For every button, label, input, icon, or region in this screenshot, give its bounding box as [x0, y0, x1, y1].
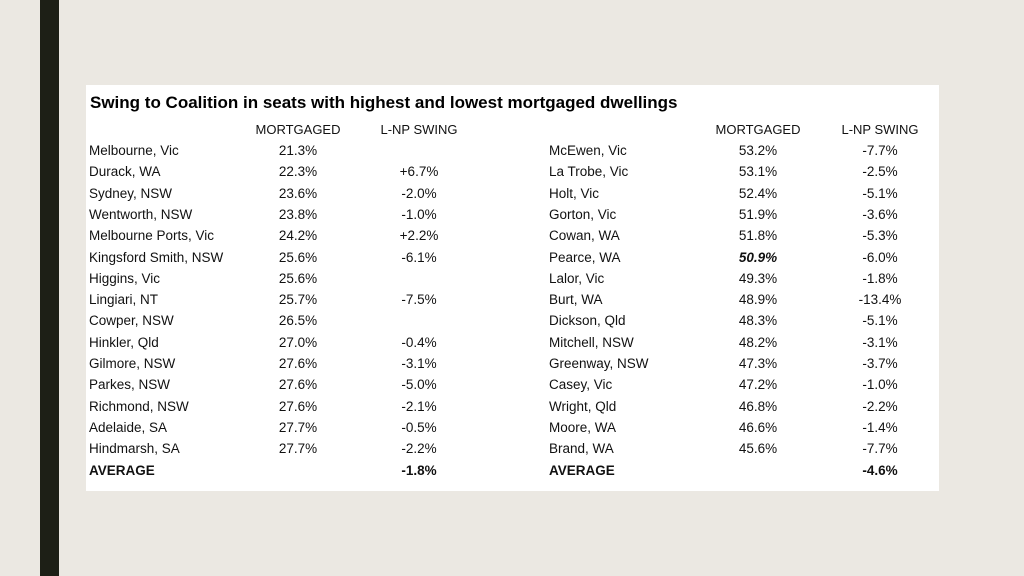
right-mortgaged-value: 52.4% — [738, 185, 778, 201]
right-swing-value: -3.7% — [862, 356, 898, 371]
left-mortgaged-value: 25.6% — [278, 249, 318, 265]
left-mortgaged-value: 21.3% — [278, 143, 318, 158]
right-mortgaged-value: 51.8% — [738, 228, 778, 244]
right-seat-name: Holt, Vic — [549, 185, 600, 201]
right-seat-name: Greenway, NSW — [549, 356, 649, 371]
right-seat-name: McEwen, Vic — [549, 143, 627, 158]
left-seat-name: Gilmore, NSW — [89, 356, 176, 371]
left-mortgaged-value: 22.3% — [278, 164, 318, 180]
right-mortgaged-value: 48.2% — [738, 334, 778, 350]
right-swing-value: -1.4% — [862, 419, 898, 435]
right-mortgaged-value: 47.3% — [738, 356, 778, 371]
right-seat-name: Gorton, Vic — [549, 206, 617, 222]
left-swing-value: -6.1% — [401, 249, 437, 265]
left-mortgaged-value: 27.7% — [278, 419, 318, 435]
right-seat-name: Brand, WA — [549, 441, 614, 457]
right-seat-name: Wright, Qld — [549, 398, 617, 414]
right-mortgaged-value: 47.2% — [738, 377, 778, 393]
right-mortgaged-value: 53.1% — [738, 164, 778, 180]
right-seat-name: Burt, WA — [549, 292, 603, 308]
left-seat-name: Melbourne Ports, Vic — [89, 228, 215, 244]
right-mortgaged-value: 51.9% — [738, 206, 778, 222]
left-seat-name: Durack, WA — [89, 164, 161, 180]
right-seat-name: Cowan, WA — [549, 228, 620, 244]
left-swing-value: -0.4% — [401, 334, 437, 350]
right-seat-name: Dickson, Qld — [549, 313, 626, 329]
left-header-mortgaged: MORTGAGED — [255, 122, 341, 137]
right-header-swing: L-NP SWING — [841, 122, 919, 137]
left-header-swing: L-NP SWING — [380, 122, 458, 137]
right-swing-value: -7.7% — [862, 441, 898, 457]
right-swing-value: -2.5% — [862, 164, 898, 180]
right-seat-name: Pearce, WA — [549, 249, 621, 265]
left-mortgaged-value: 27.6% — [278, 398, 318, 414]
right-swing-value: -5.1% — [862, 313, 898, 329]
right-swing-value: -5.3% — [862, 228, 898, 244]
left-mortgaged-value: 23.6% — [278, 185, 318, 201]
right-mortgaged-value: 48.9% — [738, 292, 778, 308]
right-average-label: AVERAGE — [549, 462, 615, 478]
right-swing-value: -3.6% — [862, 206, 898, 222]
left-swing-value: -7.5% — [401, 292, 437, 308]
right-mortgaged-value: 48.3% — [738, 313, 778, 329]
left-swing-value: +6.7% — [399, 164, 439, 180]
left-mortgaged-value: 27.6% — [278, 356, 318, 371]
right-swing-value: -1.0% — [862, 377, 898, 393]
table-title: Swing to Coalition in seats with highest… — [90, 93, 678, 112]
right-swing-value: -6.0% — [862, 249, 898, 265]
right-header-mortgaged: MORTGAGED — [715, 122, 801, 137]
left-mortgaged-value: 27.6% — [278, 377, 318, 393]
mortgage-swing-table: Swing to Coalition in seats with highest… — [86, 85, 939, 491]
right-mortgaged-value: 46.6% — [738, 419, 778, 435]
left-swing-value: -2.0% — [401, 185, 437, 201]
left-mortgaged-value: 24.2% — [278, 228, 318, 244]
left-seat-name: Hindmarsh, SA — [89, 441, 180, 457]
left-swing-value: -1.0% — [401, 206, 437, 222]
left-swing-value: -0.5% — [401, 419, 437, 435]
left-seat-name: Cowper, NSW — [89, 313, 174, 329]
right-swing-value: -1.8% — [862, 270, 898, 286]
left-seat-name: Parkes, NSW — [89, 377, 171, 393]
left-seat-name: Richmond, NSW — [89, 398, 189, 414]
right-mortgaged-value: 45.6% — [738, 441, 778, 457]
right-swing-value: -5.1% — [862, 185, 898, 201]
right-swing-value: -2.2% — [862, 398, 898, 414]
right-swing-value: -7.7% — [862, 143, 898, 158]
left-average-swing: -1.8% — [401, 462, 437, 478]
left-mortgaged-value: 26.5% — [278, 313, 318, 329]
left-mortgaged-value: 25.6% — [278, 270, 318, 286]
left-swing-value: +2.2% — [399, 228, 439, 244]
left-seat-name: Sydney, NSW — [89, 185, 173, 201]
right-seat-name: Lalor, Vic — [549, 270, 605, 286]
left-mortgaged-value: 27.0% — [278, 334, 318, 350]
left-seat-name: Higgins, Vic — [89, 270, 161, 286]
right-average-swing: -4.6% — [862, 462, 898, 478]
right-seat-name: Casey, Vic — [549, 377, 613, 393]
left-mortgaged-value: 23.8% — [278, 206, 318, 222]
right-seat-name: Moore, WA — [549, 419, 617, 435]
right-swing-value: -3.1% — [862, 334, 898, 350]
left-seat-name: Wentworth, NSW — [89, 206, 193, 222]
left-seat-name: Lingiari, NT — [89, 292, 159, 308]
left-swing-value: -3.1% — [401, 356, 437, 371]
left-mortgaged-value: 25.7% — [278, 292, 318, 308]
left-seat-name: Hinkler, Qld — [89, 334, 159, 350]
left-seat-name: Melbourne, Vic — [89, 143, 179, 158]
right-swing-value: -13.4% — [858, 292, 902, 308]
left-swing-value: -5.0% — [401, 377, 437, 393]
right-seat-name: La Trobe, Vic — [549, 164, 629, 180]
left-average-label: AVERAGE — [89, 462, 155, 478]
left-seat-name: Kingsford Smith, NSW — [89, 249, 224, 265]
right-seat-name: Mitchell, NSW — [549, 334, 634, 350]
right-mortgaged-value: 53.2% — [738, 143, 778, 158]
right-mortgaged-value: 49.3% — [738, 270, 778, 286]
right-mortgaged-value: 50.9% — [738, 249, 778, 265]
left-swing-value: -2.2% — [401, 441, 437, 457]
left-swing-value: -2.1% — [401, 398, 437, 414]
left-mortgaged-value: 27.7% — [278, 441, 318, 457]
left-seat-name: Adelaide, SA — [89, 419, 168, 435]
accent-side-bar — [40, 0, 59, 576]
right-mortgaged-value: 46.8% — [738, 398, 778, 414]
